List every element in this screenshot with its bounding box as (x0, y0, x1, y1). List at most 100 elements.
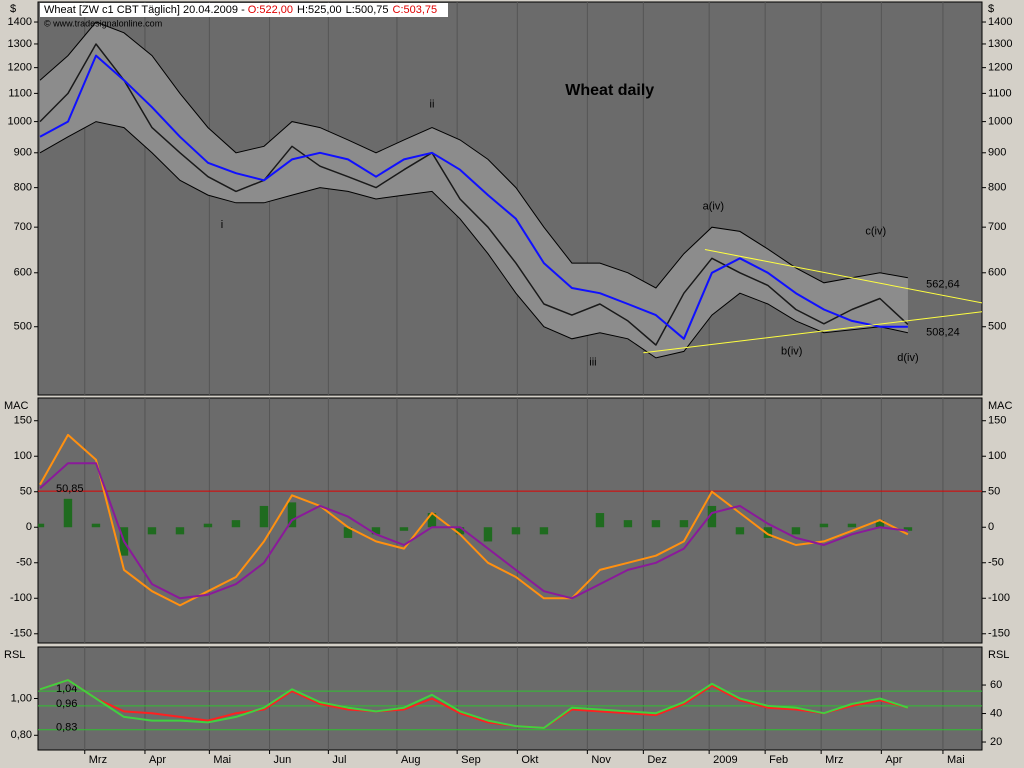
y-tick-label-right: 500 (988, 321, 1006, 333)
y-tick-label: 1300 (8, 38, 32, 50)
y-tick-label-right: 150 (988, 415, 1006, 427)
y-tick-label-right: 1100 (988, 87, 1012, 99)
y-tick-label: 0 (26, 521, 32, 533)
histogram-bar (371, 527, 381, 535)
series-line (39, 679, 909, 729)
x-tick-label: Sep (461, 754, 481, 766)
y-tick-label-right: 900 (988, 147, 1006, 159)
histogram-bar (63, 498, 73, 528)
y-tick-label: -150 (10, 628, 32, 640)
x-tick-label: Apr (149, 754, 166, 766)
band-fill (39, 22, 908, 358)
histogram-bar (735, 527, 745, 535)
annotation: 562,64 (926, 278, 960, 290)
annotation: c(iv) (865, 225, 886, 237)
reference-label: 0,96 (56, 698, 77, 710)
y-tick-label: 100 (14, 450, 32, 462)
histogram-bar (539, 527, 549, 535)
histogram-bar (623, 520, 633, 528)
x-tick-label: 2009 (713, 754, 737, 766)
trend-line (643, 311, 982, 354)
y-tick-label: 1200 (8, 62, 32, 74)
x-tick-label: Apr (885, 754, 902, 766)
y-tick-label: -50 (16, 557, 32, 569)
histogram-bar (203, 523, 213, 528)
trend-line (704, 249, 982, 304)
histogram-bar (483, 527, 493, 542)
y-tick-label: 1,00 (11, 692, 32, 704)
x-tick-label: Okt (521, 754, 538, 766)
y2-tick-label: 60 (990, 679, 1002, 691)
unit-label: $ (10, 3, 16, 15)
header-box (40, 3, 448, 17)
header: Wheat [ZW c1 CBT Täglich] 20.04.2009 - O:… (44, 4, 437, 16)
y-tick-label-right: -100 (988, 592, 1010, 604)
y-tick-label-right: 800 (988, 182, 1006, 194)
panel: 1,04 0,96 0,83 0,80 1,00 20 40 60 RSL RSL (4, 646, 1009, 751)
y-tick-label: 900 (14, 147, 32, 159)
y-tick-label: 1400 (8, 16, 32, 28)
series-line (39, 679, 909, 729)
plot-body: 50,85 (38, 398, 982, 643)
histogram-bar (287, 502, 297, 528)
y-tick-label: 1000 (8, 116, 32, 128)
x-tick-label: Mai (947, 754, 965, 766)
y-tick-label: 0,80 (11, 729, 32, 741)
x-tick-label: Dez (647, 754, 667, 766)
y-axis-label-right: MAC (988, 400, 1013, 412)
y-tick-label: 1100 (8, 87, 32, 99)
x-tick-label: Mrz (89, 754, 107, 766)
x-tick-label: Nov (591, 754, 611, 766)
histogram-bar (147, 527, 157, 535)
y-tick-label: -100 (10, 592, 32, 604)
series-line (39, 43, 909, 346)
y-axis-label: RSL (4, 649, 25, 661)
y-tick-label: 50 (20, 486, 32, 498)
x-tick-label: Jul (332, 754, 346, 766)
histogram-bar (91, 523, 101, 528)
annotation: iii (589, 356, 596, 368)
annotation: a(iv) (703, 201, 724, 213)
annotation: b(iv) (781, 345, 802, 357)
reference-label: 50,85 (56, 483, 84, 495)
histogram-bar (791, 527, 801, 535)
histogram-bar (763, 527, 773, 538)
unit-label-right: $ (988, 3, 994, 15)
y-tick-label-right: 50 (988, 486, 1000, 498)
header-title: Wheat [ZW c1 CBT Täglich] 20.04.2009 - (44, 4, 245, 16)
quote: C:503,75 (393, 4, 438, 16)
histogram-bar (819, 523, 829, 528)
histogram-bar (175, 527, 185, 535)
histogram-bar (875, 520, 885, 528)
histogram-bar (651, 520, 661, 528)
plot-area (37, 646, 983, 751)
y-tick-label: 800 (14, 182, 32, 194)
reference-label: 1,04 (56, 683, 77, 695)
y-tick-label-right: 1000 (988, 116, 1012, 128)
histogram-bar (231, 520, 241, 528)
y-axis-label: MAC (4, 400, 29, 412)
series-line (39, 54, 908, 340)
histogram-bar (38, 523, 45, 528)
y-tick-label-right: 1200 (988, 62, 1012, 74)
quote: O:522,00 (248, 4, 293, 16)
plot-area (37, 397, 983, 644)
annotation: d(iv) (897, 352, 918, 364)
x-tick-label: Feb (769, 754, 788, 766)
quote: L:500,75 (346, 4, 389, 16)
histogram-bar (399, 527, 409, 531)
y-tick-label-right: 0 (988, 521, 994, 533)
y-tick-label: 600 (14, 267, 32, 279)
histogram-bar (511, 527, 521, 535)
x-tick-label: Mai (213, 754, 231, 766)
histogram-bar (427, 513, 437, 528)
y-tick-label-right: -50 (988, 557, 1004, 569)
band-upper (39, 21, 908, 289)
histogram-bar (903, 527, 913, 531)
x-tick-label: Aug (401, 754, 421, 766)
quote: H:525,00 (297, 4, 342, 16)
panel: Wheat dailyiiiiiia(iv)b(iv)c(iv)d(iv)562… (8, 1, 1012, 396)
histogram-bar (343, 527, 353, 538)
